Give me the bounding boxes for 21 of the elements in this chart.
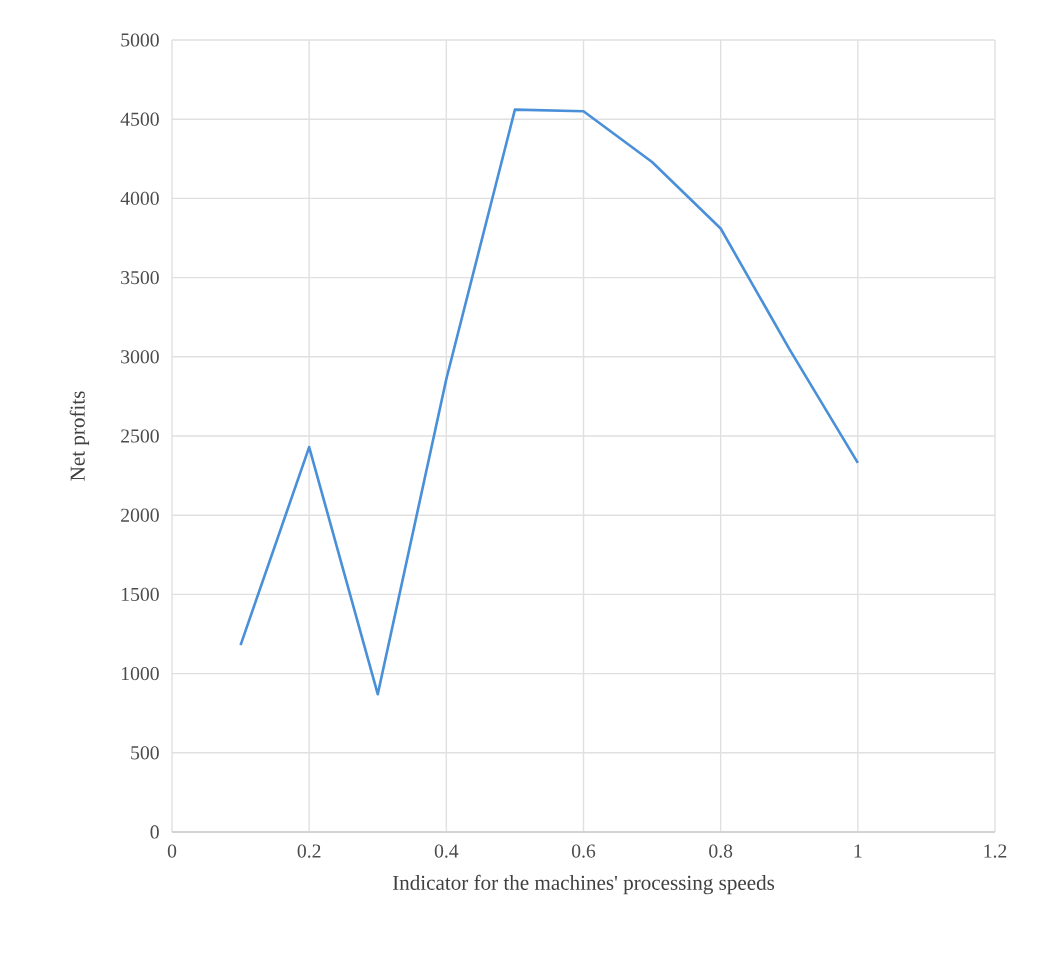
y-tick-label: 5000 bbox=[121, 33, 159, 47]
y-tick-label: 4500 bbox=[120, 112, 159, 126]
y-tick-label: 2500 bbox=[121, 429, 159, 443]
y-tick-label: 0 bbox=[150, 825, 159, 839]
y-tick-label: 500 bbox=[131, 746, 159, 760]
y-tick-label: 3000 bbox=[121, 350, 159, 364]
x-tick-label: 0 bbox=[167, 844, 177, 858]
y-tick-label: 3500 bbox=[121, 270, 159, 285]
x-tick-label: 0.8 bbox=[709, 844, 733, 858]
y-tick-label: 2000 bbox=[121, 508, 159, 522]
x-tick-label: 1.2 bbox=[984, 844, 1007, 858]
y-axis-title: Net profits bbox=[69, 391, 90, 481]
x-tick-label: 0.6 bbox=[571, 844, 596, 858]
x-axis-title: Indicator for the machines' processing speeds bbox=[392, 874, 775, 895]
x-tick-label: 0.2 bbox=[297, 844, 321, 858]
line-series bbox=[239, 108, 860, 696]
y-tick-label: 1500 bbox=[121, 587, 159, 601]
y-tick-label: 1000 bbox=[121, 666, 159, 681]
x-tick-label: 1 bbox=[854, 844, 862, 858]
x-tick-label: 0.4 bbox=[434, 844, 459, 858]
y-tick-label: 4000 bbox=[120, 191, 159, 206]
